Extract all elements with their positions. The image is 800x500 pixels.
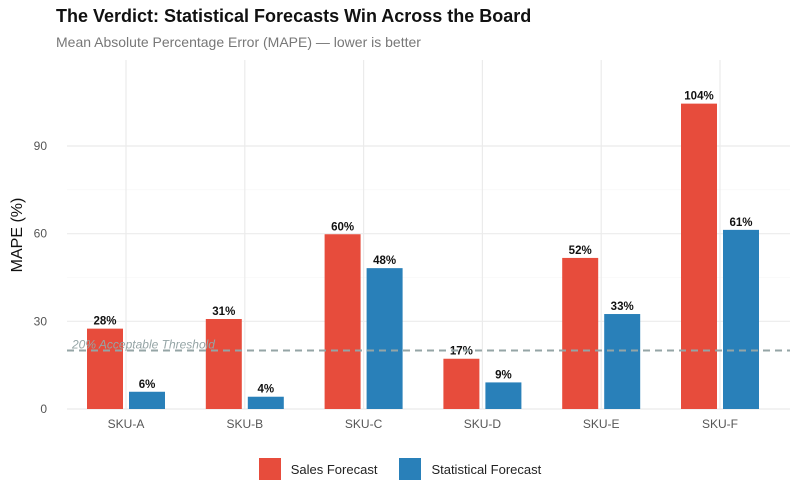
data-label: 104% (684, 91, 713, 103)
chart-title: The Verdict: Statistical Forecasts Win A… (56, 6, 532, 26)
data-label: 28% (93, 316, 116, 328)
x-tick-label: SKU-E (583, 417, 620, 431)
bar-sku-a-statistical (129, 391, 165, 409)
x-tick-label: SKU-F (702, 417, 738, 431)
legend-label-sales: Sales Forecast (290, 461, 378, 477)
data-label: 4% (257, 384, 274, 396)
bar-sku-b-sales (205, 318, 242, 409)
y-tick-label: 90 (34, 139, 48, 153)
legend-label-statistical: Statistical Forecast (431, 461, 542, 477)
data-label: 31% (212, 306, 235, 318)
bar-sku-d-statistical (485, 382, 522, 409)
bar-sku-f-statistical (723, 229, 759, 409)
bar-sku-f-sales (681, 103, 717, 409)
x-tick-label: SKU-B (226, 417, 263, 431)
bar-sku-c-sales (324, 234, 361, 409)
bar-sku-e-statistical (604, 314, 641, 409)
legend-swatch-sales (258, 458, 281, 480)
data-label: 9% (495, 369, 512, 381)
x-tick-label: SKU-C (345, 417, 383, 431)
bar-sku-c-statistical (366, 268, 403, 409)
legend: Sales Forecast Statistical Forecast (0, 458, 800, 480)
y-tick-label: 60 (34, 227, 48, 241)
legend-item-statistical: Statistical Forecast (399, 458, 541, 480)
data-label: 60% (331, 221, 354, 233)
data-label: 61% (729, 217, 752, 229)
legend-swatch-statistical (399, 458, 422, 480)
x-tick-label: SKU-A (108, 417, 145, 431)
data-label: 6% (139, 379, 156, 391)
bar-sku-d-sales (443, 358, 480, 409)
y-tick-label: 30 (34, 314, 48, 328)
bar-sku-a-sales (87, 328, 123, 409)
bar-sku-e-sales (562, 257, 599, 409)
legend-item-sales: Sales Forecast (258, 458, 378, 480)
data-label: 52% (569, 245, 592, 257)
data-label: 48% (373, 255, 396, 267)
chart-subtitle: Mean Absolute Percentage Error (MAPE) — … (56, 34, 421, 50)
y-axis-label: MAPE (%) (9, 198, 26, 273)
threshold-label: 20% Acceptable Threshold (71, 338, 215, 352)
data-label: 17% (450, 346, 473, 358)
y-tick-label: 0 (40, 402, 47, 416)
data-label: 33% (611, 301, 634, 313)
x-tick-label: SKU-D (464, 417, 502, 431)
bar-sku-b-statistical (247, 396, 284, 409)
